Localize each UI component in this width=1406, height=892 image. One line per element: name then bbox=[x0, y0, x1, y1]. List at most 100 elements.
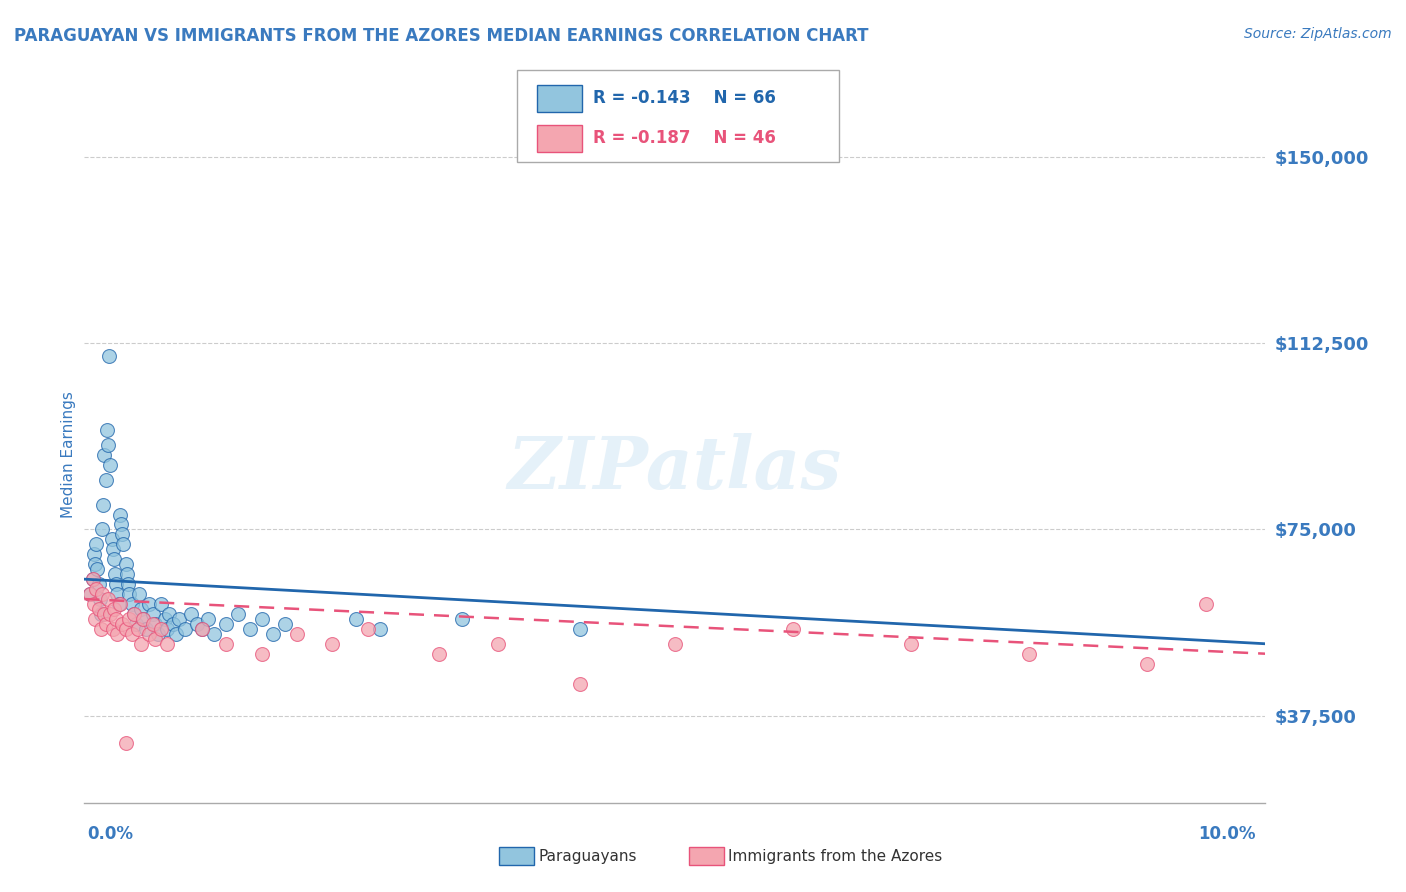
Point bbox=[121, 597, 143, 611]
Point bbox=[215, 637, 238, 651]
Point bbox=[344, 612, 367, 626]
Point bbox=[239, 622, 262, 636]
Point bbox=[125, 616, 148, 631]
Point bbox=[84, 582, 107, 596]
Point bbox=[167, 612, 190, 626]
Point bbox=[202, 627, 225, 641]
Point bbox=[451, 612, 474, 626]
Point bbox=[111, 527, 134, 541]
Point bbox=[368, 622, 391, 636]
Point bbox=[117, 577, 139, 591]
Point bbox=[121, 627, 143, 641]
Text: Paraguayans: Paraguayans bbox=[538, 849, 637, 863]
Point bbox=[427, 647, 450, 661]
Point bbox=[100, 533, 122, 547]
Point bbox=[87, 602, 110, 616]
Point bbox=[93, 607, 115, 621]
Point bbox=[110, 517, 132, 532]
Point bbox=[157, 607, 180, 621]
Point bbox=[79, 587, 101, 601]
Point bbox=[153, 612, 176, 626]
Point bbox=[87, 577, 110, 591]
Point bbox=[150, 597, 173, 611]
Point bbox=[107, 597, 129, 611]
Text: ZIPatlas: ZIPatlas bbox=[508, 434, 842, 504]
Point bbox=[250, 647, 273, 661]
Point bbox=[162, 616, 184, 631]
Point bbox=[98, 458, 121, 472]
Point bbox=[103, 602, 125, 616]
Point bbox=[215, 616, 238, 631]
Text: R = -0.187    N = 46: R = -0.187 N = 46 bbox=[593, 129, 776, 147]
Point bbox=[84, 558, 107, 572]
Point bbox=[166, 627, 188, 641]
Point bbox=[97, 592, 120, 607]
Point bbox=[114, 622, 136, 636]
Point bbox=[98, 349, 121, 363]
Point bbox=[90, 607, 112, 621]
Text: PARAGUAYAN VS IMMIGRANTS FROM THE AZORES MEDIAN EARNINGS CORRELATION CHART: PARAGUAYAN VS IMMIGRANTS FROM THE AZORES… bbox=[14, 27, 869, 45]
Point bbox=[91, 523, 114, 537]
Point bbox=[84, 612, 107, 626]
Point bbox=[156, 622, 179, 636]
Point bbox=[191, 622, 214, 636]
Point bbox=[142, 616, 165, 631]
Point bbox=[101, 542, 124, 557]
Text: 0.0%: 0.0% bbox=[87, 825, 134, 843]
Text: Immigrants from the Azores: Immigrants from the Azores bbox=[728, 849, 942, 863]
Point bbox=[156, 637, 179, 651]
Point bbox=[191, 622, 214, 636]
Point bbox=[94, 616, 117, 631]
Point bbox=[132, 612, 155, 626]
Point bbox=[1195, 597, 1218, 611]
Point bbox=[118, 587, 141, 601]
Point bbox=[135, 622, 157, 636]
Point bbox=[105, 612, 128, 626]
Point bbox=[900, 637, 922, 651]
Point bbox=[664, 637, 686, 651]
Point bbox=[129, 637, 152, 651]
Point bbox=[127, 622, 149, 636]
Point bbox=[115, 567, 138, 582]
Point bbox=[782, 622, 804, 636]
Point bbox=[132, 612, 155, 626]
Point bbox=[107, 587, 129, 601]
Point bbox=[93, 448, 115, 462]
Point bbox=[180, 607, 202, 621]
Point bbox=[569, 622, 592, 636]
Point bbox=[569, 676, 592, 690]
Point bbox=[142, 607, 165, 621]
Point bbox=[105, 577, 128, 591]
Point bbox=[143, 616, 166, 631]
Text: Source: ZipAtlas.com: Source: ZipAtlas.com bbox=[1244, 27, 1392, 41]
Point bbox=[96, 423, 118, 437]
Point bbox=[122, 607, 145, 621]
Point bbox=[82, 572, 104, 586]
Point bbox=[262, 627, 284, 641]
Point bbox=[83, 547, 105, 561]
Point bbox=[108, 597, 131, 611]
Point bbox=[91, 498, 114, 512]
Point bbox=[101, 622, 124, 636]
Point bbox=[146, 627, 169, 641]
Point bbox=[86, 562, 108, 576]
Point bbox=[486, 637, 509, 651]
Point bbox=[285, 627, 308, 641]
Text: R = -0.143    N = 66: R = -0.143 N = 66 bbox=[593, 89, 776, 107]
Point bbox=[89, 592, 111, 607]
Point bbox=[79, 587, 101, 601]
Point bbox=[94, 473, 117, 487]
Point bbox=[118, 612, 141, 626]
Point bbox=[98, 607, 121, 621]
Y-axis label: Median Earnings: Median Earnings bbox=[60, 392, 76, 518]
Point bbox=[107, 627, 129, 641]
Point bbox=[91, 587, 114, 601]
Point bbox=[112, 537, 135, 551]
Point bbox=[1018, 647, 1040, 661]
Point bbox=[274, 616, 297, 631]
Point bbox=[186, 616, 208, 631]
Point bbox=[104, 567, 127, 582]
Point bbox=[108, 508, 131, 522]
Point bbox=[84, 537, 107, 551]
Text: 10.0%: 10.0% bbox=[1198, 825, 1256, 843]
